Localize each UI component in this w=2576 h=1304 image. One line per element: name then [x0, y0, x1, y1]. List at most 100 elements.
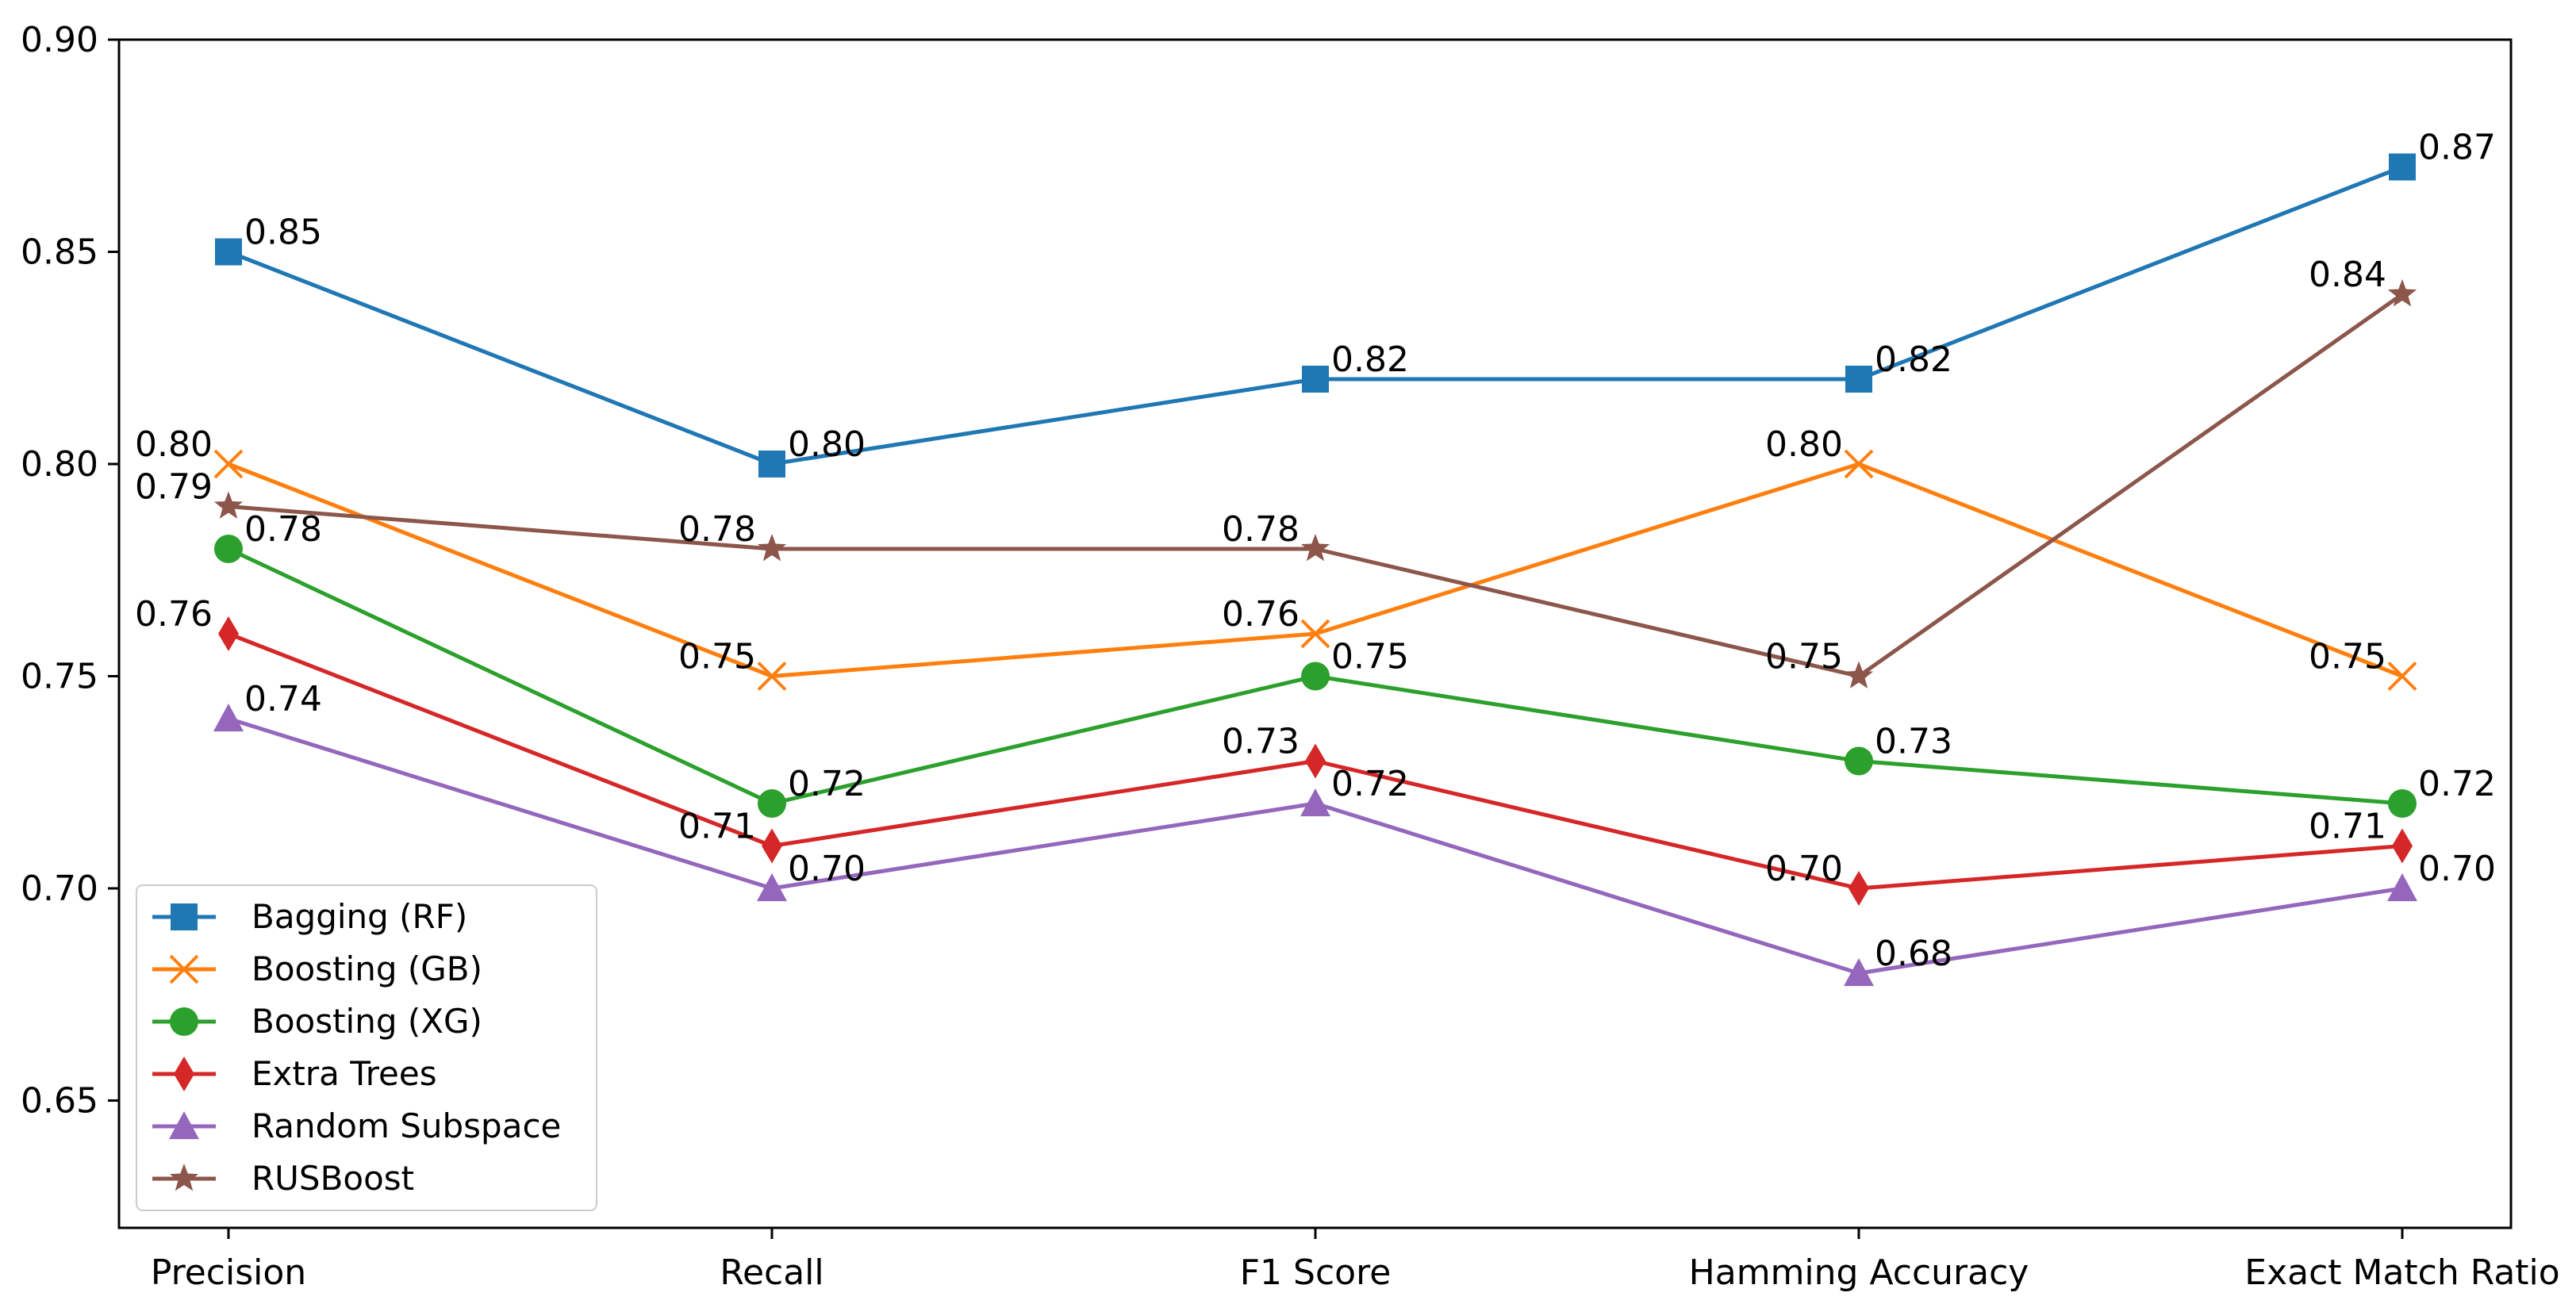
x-tick-label: Exact Match Ratio	[2244, 1252, 2559, 1293]
legend-marker-bagging-rf	[171, 903, 198, 930]
data-label-rusboost: 0.75	[1765, 637, 1843, 677]
data-point-bagging-rf	[2389, 153, 2416, 181]
data-label-boosting-gb: 0.80	[1765, 424, 1843, 465]
legend-marker-rusboost	[169, 1164, 199, 1191]
data-point-bagging-rf	[1845, 366, 1872, 393]
data-label-rusboost: 0.84	[2309, 255, 2386, 295]
data-label-bagging-rf: 0.82	[1331, 339, 1409, 380]
legend-item-extra-trees: Extra Trees	[152, 1054, 437, 1093]
data-label-bagging-rf: 0.85	[244, 213, 322, 253]
data-label-random-subspace: 0.70	[788, 849, 866, 889]
data-point-boosting-xg	[758, 789, 786, 818]
data-label-extra-trees: 0.73	[1222, 722, 1300, 762]
data-point-rusboost	[2387, 279, 2417, 307]
data-label-extra-trees: 0.76	[135, 594, 213, 635]
data-point-rusboost	[1300, 534, 1330, 562]
series-layer	[213, 153, 2417, 987]
data-label-boosting-gb: 0.80	[135, 424, 213, 465]
data-label-random-subspace: 0.70	[2418, 849, 2496, 889]
legend-item-bagging-rf: Bagging (RF)	[152, 897, 467, 936]
data-label-bagging-rf: 0.80	[788, 424, 866, 465]
data-label-extra-trees: 0.71	[2309, 807, 2386, 847]
legend-marker-boosting-xg	[170, 1007, 198, 1036]
data-point-extra-trees	[762, 828, 782, 864]
data-point-boosting-xg	[214, 535, 243, 563]
data-label-boosting-xg: 0.75	[1331, 637, 1409, 677]
y-tick-label: 0.70	[21, 869, 98, 909]
data-label-boosting-xg: 0.73	[1875, 722, 1952, 762]
legend-item-boosting-gb: Boosting (GB)	[152, 949, 482, 988]
y-tick-label: 0.85	[21, 232, 98, 273]
legend-marker-random-subspace	[169, 1111, 199, 1140]
data-point-rusboost	[757, 534, 787, 562]
data-label-extra-trees: 0.70	[1765, 849, 1843, 889]
legend-label: Boosting (XG)	[251, 1002, 482, 1041]
data-point-bagging-rf	[215, 238, 242, 266]
series-random-subspace	[213, 704, 2417, 987]
data-label-random-subspace: 0.68	[1875, 934, 1952, 974]
data-point-rusboost	[213, 491, 244, 519]
data-point-boosting-gb	[757, 662, 787, 691]
data-point-boosting-xg	[2388, 789, 2417, 818]
legend-label: Extra Trees	[251, 1054, 437, 1093]
data-label-rusboost: 0.79	[135, 467, 213, 508]
data-point-boosting-gb	[1300, 619, 1330, 649]
data-point-boosting-gb	[213, 449, 244, 479]
data-point-boosting-xg	[1845, 746, 1873, 776]
data-label-random-subspace: 0.72	[1331, 764, 1409, 804]
series-rusboost	[213, 279, 2417, 688]
legend-box	[136, 884, 597, 1211]
series-boosting-xg	[214, 535, 2417, 818]
y-tick-label: 0.90	[21, 20, 98, 60]
data-point-random-subspace	[1844, 958, 1874, 987]
data-point-random-subspace	[757, 873, 787, 902]
y-tick-label: 0.65	[21, 1081, 98, 1122]
y-tick-label: 0.75	[21, 657, 98, 697]
data-point-boosting-gb	[2387, 662, 2417, 691]
x-tick-label: F1 Score	[1240, 1252, 1392, 1293]
data-label-bagging-rf: 0.82	[1875, 339, 1952, 380]
series-extra-trees	[218, 616, 2413, 906]
legend-item-rusboost: RUSBoost	[152, 1159, 414, 1198]
data-point-random-subspace	[2387, 873, 2417, 902]
data-label-boosting-xg: 0.72	[2418, 764, 2496, 804]
data-point-extra-trees	[218, 616, 239, 651]
legend-marker-boosting-gb	[169, 954, 199, 984]
legend-item-random-subspace: Random Subspace	[152, 1106, 561, 1145]
data-point-random-subspace	[213, 704, 244, 732]
series-boosting-gb	[213, 449, 2417, 691]
x-tick-label: Recall	[720, 1252, 823, 1293]
data-label-bagging-rf: 0.87	[2418, 128, 2496, 168]
data-point-random-subspace	[1300, 788, 1330, 817]
series-bagging-rf	[215, 153, 2416, 477]
data-point-boosting-xg	[1301, 662, 1330, 691]
legend-label: Boosting (GB)	[251, 949, 482, 988]
data-label-boosting-xg: 0.78	[244, 509, 322, 550]
plot-frame	[117, 38, 2513, 1229]
data-label-rusboost: 0.78	[1222, 509, 1300, 550]
legend-label: Bagging (RF)	[251, 897, 467, 936]
data-point-bagging-rf	[758, 451, 785, 477]
legend-item-boosting-xg: Boosting (XG)	[152, 1002, 482, 1041]
data-point-boosting-gb	[1844, 449, 1874, 479]
legend-label: RUSBoost	[251, 1159, 414, 1198]
legend: Bagging (RF) Boosting (GB) Boosting (XG) Ex…	[136, 884, 597, 1211]
data-label-extra-trees: 0.71	[678, 807, 756, 847]
legend-label: Random Subspace	[251, 1106, 561, 1145]
data-point-extra-trees	[2392, 828, 2413, 864]
data-label-boosting-gb: 0.75	[678, 637, 756, 677]
x-tick-label: Precision	[151, 1252, 306, 1293]
data-label-rusboost: 0.78	[678, 509, 756, 550]
y-tick-label: 0.80	[21, 444, 98, 485]
legend-marker-extra-trees	[174, 1057, 194, 1091]
x-axis: Precision Recall F1 Score Hamming Accuracy E…	[151, 1228, 2560, 1293]
data-labels: 0.85 0.80 0.82 0.82 0.87 0.80 0.75 0.76 0.80 0.75…	[135, 128, 2496, 975]
data-label-boosting-gb: 0.75	[2309, 637, 2386, 677]
data-point-extra-trees	[1305, 743, 1326, 779]
x-tick-label: Hamming Accuracy	[1689, 1252, 2029, 1293]
data-label-boosting-xg: 0.72	[788, 764, 866, 804]
y-axis: 0.65 0.70 0.75 0.80 0.85 0.90	[21, 20, 119, 1122]
data-label-random-subspace: 0.74	[244, 679, 322, 719]
data-point-bagging-rf	[1302, 366, 1329, 393]
